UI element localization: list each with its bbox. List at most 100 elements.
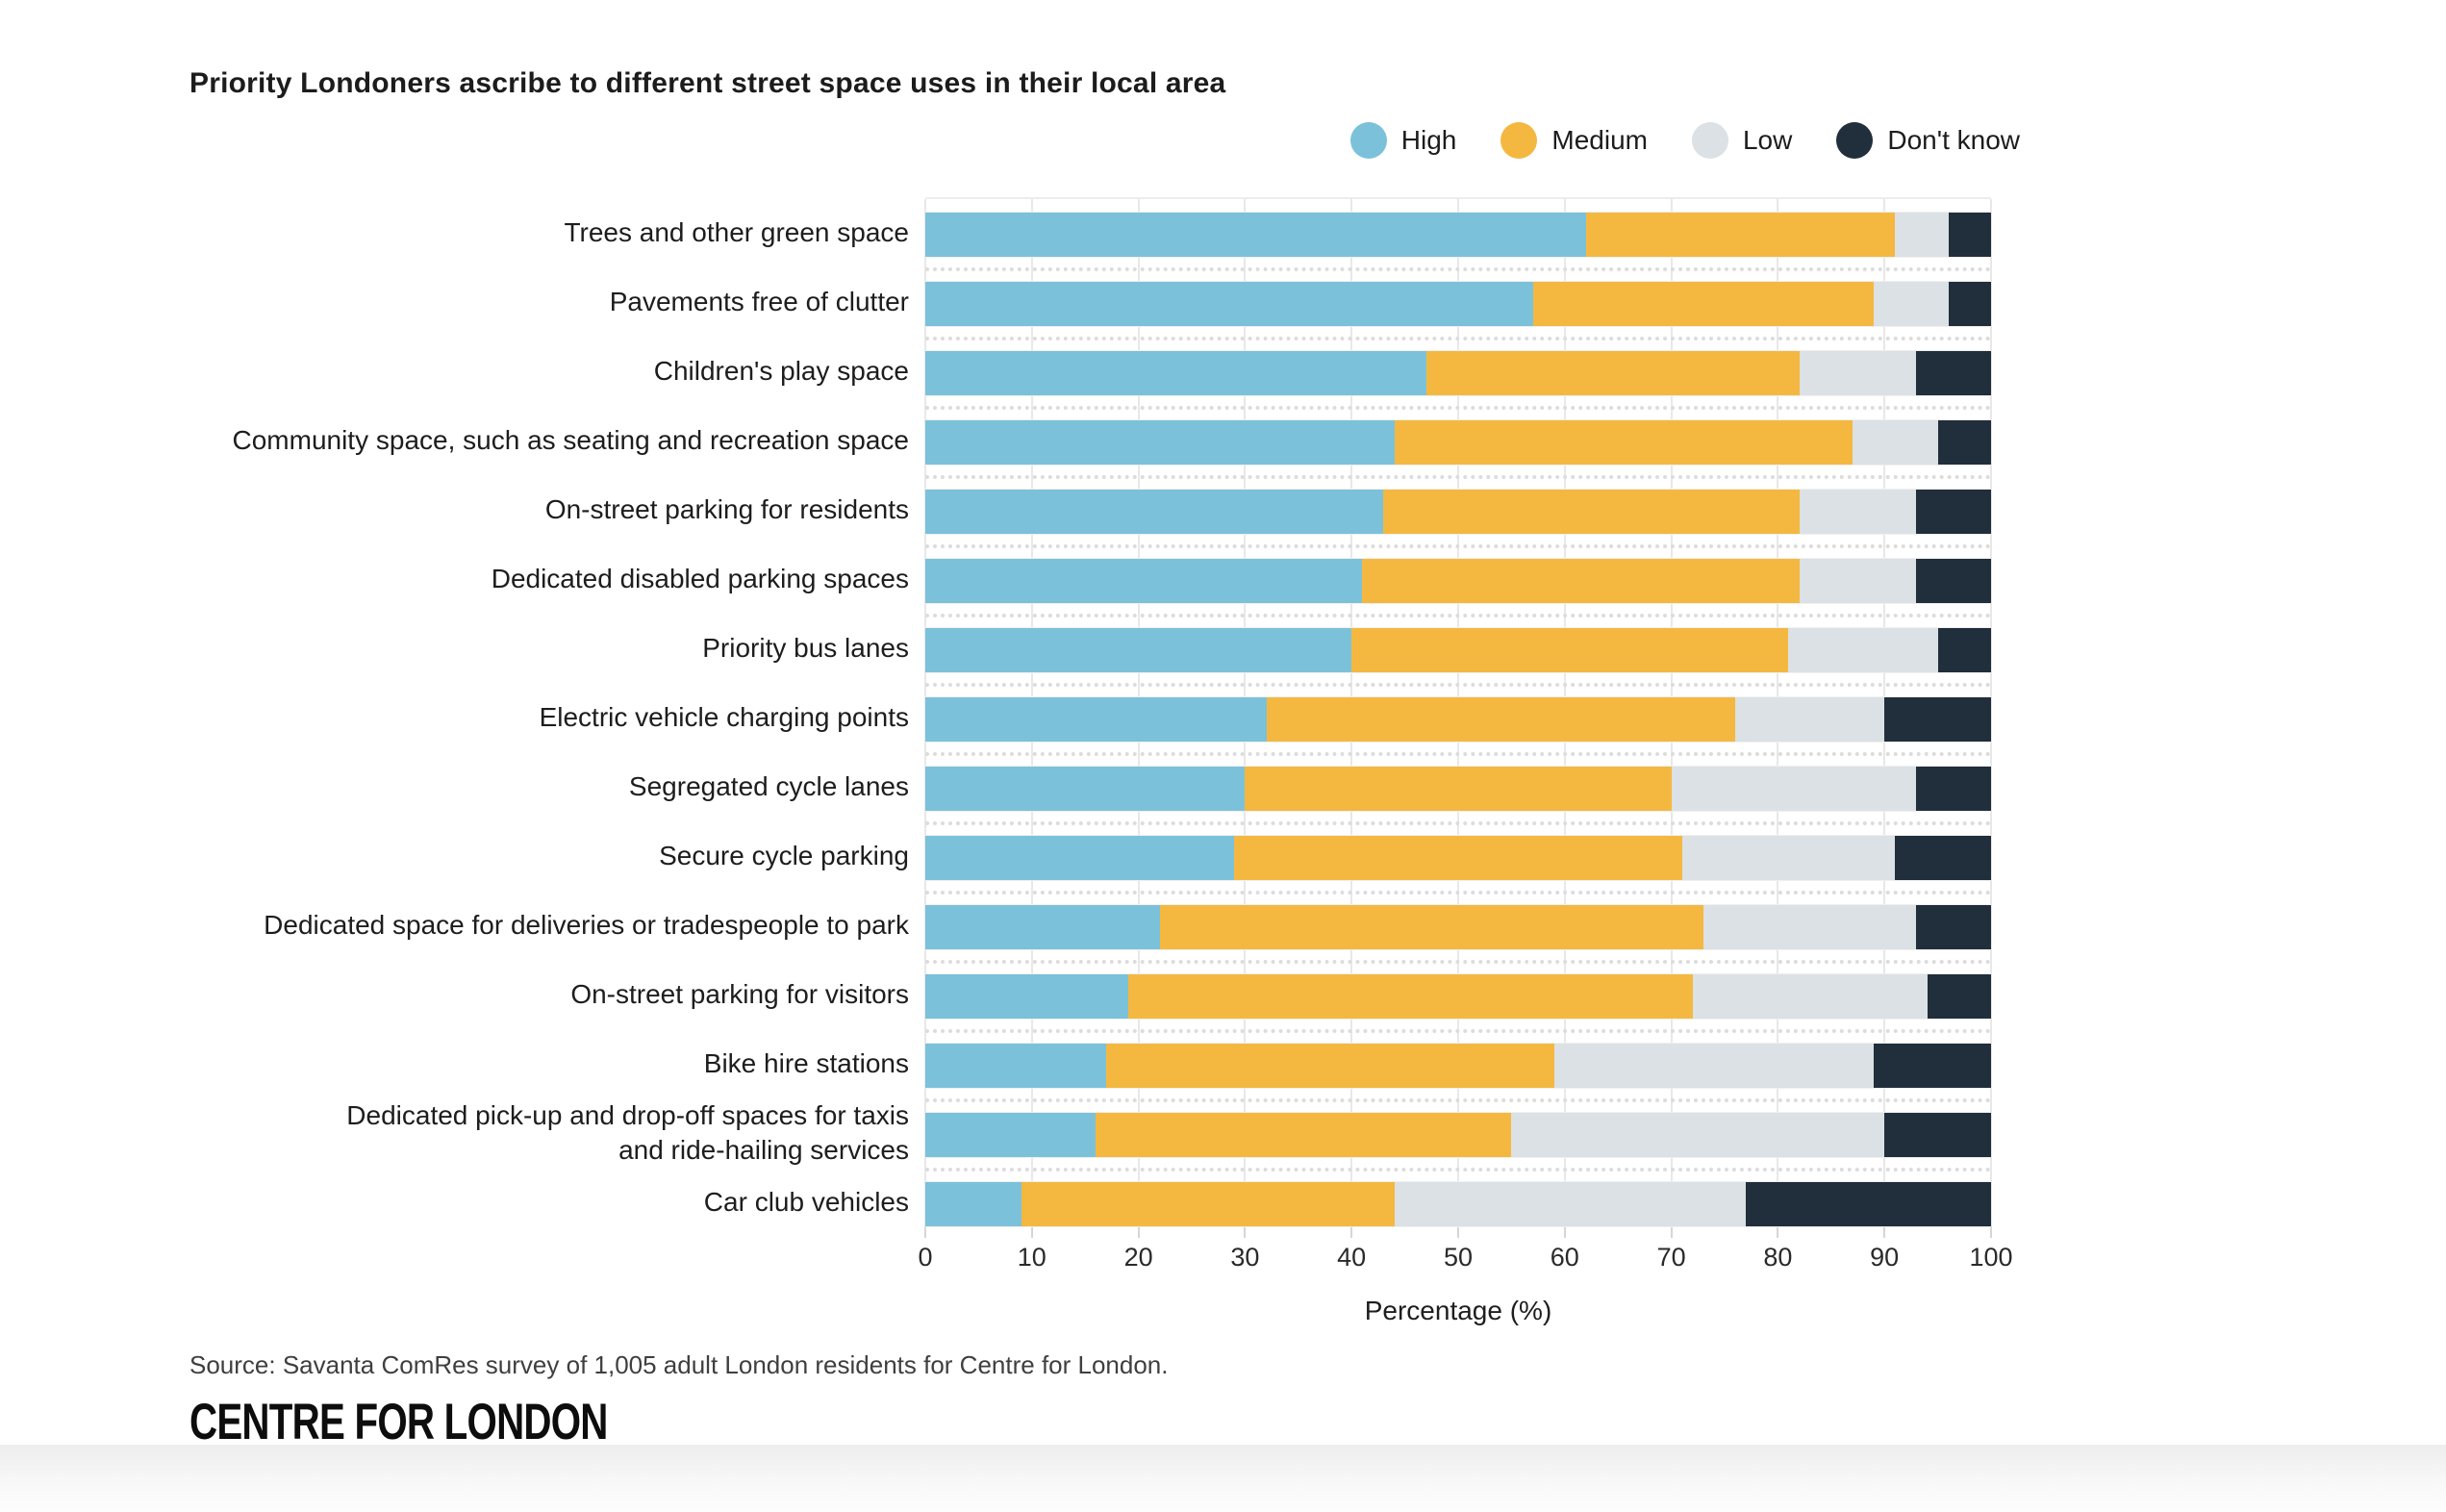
bar-row-track — [925, 212, 1991, 258]
legend-swatch — [1691, 122, 1728, 159]
row-label: On-street parking for residents — [544, 494, 909, 525]
row-separator — [925, 337, 1991, 340]
x-tickmark — [1563, 1226, 1566, 1238]
bar-row-track — [925, 696, 1991, 743]
bar-segment-low — [1852, 420, 1938, 465]
x-tick-label: 10 — [1017, 1243, 1046, 1272]
legend-swatch — [1349, 122, 1387, 159]
x-tick-label: 40 — [1337, 1243, 1367, 1272]
row-label: Bike hire stations — [703, 1048, 909, 1079]
x-tickmark — [1883, 1226, 1886, 1238]
bar-row — [925, 767, 1991, 811]
plot-area — [924, 197, 1992, 1238]
bar-segment-high — [925, 282, 1533, 326]
bar-row — [925, 213, 1991, 257]
row-label: Community space, such as seating and rec… — [232, 425, 910, 456]
bar-segment-low — [1895, 213, 1949, 257]
bar-segment-medium — [1106, 1044, 1554, 1088]
legend-item-low: Low — [1691, 122, 1793, 159]
bar-row — [925, 490, 1991, 534]
source-note: Source: Savanta ComRes survey of 1,005 a… — [189, 1350, 1169, 1379]
x-tickmark — [1457, 1226, 1459, 1238]
bar-segment-don-t-know — [1937, 420, 1991, 465]
bar-segment-medium — [1021, 1182, 1395, 1226]
brand-logo: CENTRE FOR LONDON — [189, 1394, 608, 1450]
bar-segment-high — [925, 905, 1160, 949]
x-tick-label: 90 — [1870, 1243, 1900, 1272]
bar-segment-don-t-know — [1916, 767, 1991, 811]
bar-segment-medium — [1127, 974, 1693, 1019]
bar-segment-don-t-know — [1916, 559, 1991, 603]
bar-segment-high — [925, 697, 1267, 742]
bar-segment-don-t-know — [1884, 1113, 1991, 1157]
bar-row-track — [925, 419, 1991, 466]
row-separator — [925, 960, 1991, 964]
bar-segment-medium — [1585, 213, 1896, 257]
bar-row — [925, 1113, 1991, 1157]
row-separator — [925, 1098, 1991, 1102]
legend-label: Low — [1742, 125, 1793, 155]
x-tick-label: 30 — [1230, 1243, 1260, 1272]
bar-segment-medium — [1362, 559, 1800, 603]
bar-segment-medium — [1425, 351, 1800, 395]
row-separator — [925, 475, 1991, 479]
bar-row-track — [925, 973, 1991, 1020]
x-tickmark — [924, 1226, 926, 1238]
x-tickmark — [1244, 1226, 1247, 1238]
legend-label: Don't know — [1887, 125, 2020, 155]
row-label: Electric vehicle charging points — [539, 702, 909, 733]
bar-segment-don-t-know — [1916, 490, 1991, 534]
bar-segment-don-t-know — [1948, 213, 1991, 257]
row-separator — [925, 267, 1991, 271]
bar-segment-don-t-know — [1895, 836, 1991, 880]
bar-row — [925, 351, 1991, 395]
bar-row-track — [925, 1112, 1991, 1158]
bar-segment-low — [1702, 905, 1917, 949]
bar-row-track — [925, 558, 1991, 604]
x-tickmark — [1350, 1226, 1353, 1238]
x-tickmark — [1990, 1226, 1992, 1238]
bar-segment-low — [1799, 351, 1917, 395]
bar-row — [925, 420, 1991, 465]
bar-row-track — [925, 489, 1991, 535]
bar-segment-medium — [1096, 1113, 1512, 1157]
bar-row-track — [925, 766, 1991, 812]
legend-label: High — [1400, 125, 1457, 155]
row-separator — [925, 683, 1991, 687]
row-label: Trees and other green space — [564, 217, 909, 248]
x-axis-label: Percentage (%) — [1364, 1296, 1552, 1325]
x-tick-label: 60 — [1550, 1243, 1579, 1272]
bar-segment-high — [925, 420, 1395, 465]
row-separator — [925, 891, 1991, 895]
bar-segment-don-t-know — [1927, 974, 1991, 1019]
bar-segment-low — [1681, 836, 1896, 880]
bar-segment-medium — [1394, 420, 1853, 465]
bar-segment-high — [925, 351, 1426, 395]
row-separator — [925, 1029, 1991, 1033]
row-label: Dedicated disabled parking spaces — [491, 564, 909, 594]
x-tick-label: 50 — [1443, 1243, 1474, 1272]
bar-segment-high — [925, 559, 1363, 603]
bar-segment-don-t-know — [1874, 1044, 1991, 1088]
bar-row — [925, 628, 1991, 672]
x-tick-label: 100 — [1969, 1243, 2013, 1272]
bar-segment-medium — [1234, 836, 1682, 880]
legend-swatch — [1500, 122, 1538, 159]
row-label: Dedicated space for deliveries or trades… — [264, 910, 909, 941]
legend: High Medium Low Don't know — [1349, 122, 2020, 159]
row-separator — [925, 752, 1991, 756]
bar-row — [925, 559, 1991, 603]
x-tickmark — [1777, 1226, 1779, 1238]
bar-segment-high — [925, 1113, 1097, 1157]
legend-swatch — [1836, 122, 1874, 159]
bar-segment-high — [925, 974, 1128, 1019]
bar-row-track — [925, 1043, 1991, 1089]
x-tick-label: 70 — [1656, 1243, 1686, 1272]
row-label: Pavements free of clutter — [609, 287, 909, 317]
bar-row — [925, 905, 1991, 949]
bar-segment-high — [925, 628, 1352, 672]
page-title: Priority Londoners ascribe to different … — [189, 67, 1226, 99]
row-label: On-street parking for visitors — [570, 979, 909, 1010]
bar-segment-low — [1394, 1182, 1747, 1226]
